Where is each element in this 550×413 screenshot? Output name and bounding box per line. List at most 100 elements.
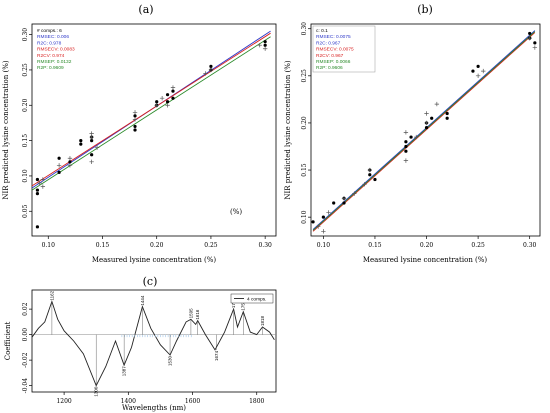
plot-frame-b xyxy=(310,23,541,237)
data-point xyxy=(409,135,413,139)
data-point xyxy=(90,139,94,143)
data-point xyxy=(155,100,159,104)
x-tick-label: 0.30 xyxy=(523,242,537,249)
data-point-plus xyxy=(316,224,321,229)
data-point xyxy=(171,96,175,100)
legend-entry: RMSECV: 0.0083 xyxy=(37,47,75,53)
x-tick-label: 0.25 xyxy=(471,242,485,249)
panel-label-b: (b) xyxy=(417,3,433,16)
data-point xyxy=(57,156,61,160)
data-point-plus xyxy=(257,43,262,48)
data-point-plus xyxy=(481,68,486,74)
data-point xyxy=(35,177,40,182)
peak-label: 1595 xyxy=(188,308,193,319)
y-tick-label: 0.25 xyxy=(301,69,308,83)
data-point-plus xyxy=(67,163,73,168)
data-point-plus xyxy=(154,103,159,108)
data-point xyxy=(471,69,475,73)
y-ticks-c: -0.04 -0.02 0.00 0.02 xyxy=(22,302,32,393)
x-axis-label-c: Wavelengths (nm) xyxy=(122,404,186,412)
x-tick-label: 1600 xyxy=(185,398,200,405)
x-tick-label: 0.30 xyxy=(258,242,272,249)
peak-label: 1530 xyxy=(168,356,173,367)
y-tick-label: 0.02 xyxy=(22,302,29,316)
y-tick-label: 0.15 xyxy=(22,134,29,148)
data-point xyxy=(79,142,83,146)
peak-label: 1758 xyxy=(241,300,246,311)
regression-line xyxy=(31,36,271,191)
x-ticks-c: 1200 1400 1600 1800 xyxy=(56,392,265,405)
legend-entry: R2C: 0.978 xyxy=(37,40,62,46)
y-ticks-a: 0.05 0.10 0.15 0.20 0.25 0.30 xyxy=(22,28,32,218)
y-tick-label: 0.10 xyxy=(301,210,308,224)
x-tick-label: 0.25 xyxy=(204,242,218,249)
data-point-plus xyxy=(262,46,268,51)
data-point xyxy=(445,116,449,120)
y-tick-label: -0.02 xyxy=(22,352,29,368)
legend-entry: c: 0.1 xyxy=(316,28,328,34)
data-point-plus xyxy=(56,163,62,168)
y-tick-label: 0.05 xyxy=(22,204,29,218)
x-tick-label: 1800 xyxy=(249,398,264,405)
data-point-plus xyxy=(367,167,372,173)
panel-label-c: (c) xyxy=(143,275,158,288)
data-point-plus xyxy=(341,196,347,201)
data-point-plus xyxy=(352,191,357,196)
data-point-plus xyxy=(532,45,538,50)
x-ticks-a: 0.10 0.15 0.20 0.25 0.30 xyxy=(42,236,272,249)
x-tick-label: 0.15 xyxy=(368,242,382,249)
y-tick-label: 0.20 xyxy=(301,116,308,130)
panel-b: (b) 0.10 0.15 0.20 0.25 0.30 0.10 0.15 0.20 0.2… xyxy=(284,3,541,264)
data-point-plus xyxy=(89,159,94,164)
legend-box xyxy=(312,25,376,73)
data-point-plus xyxy=(40,177,46,182)
peak-label: 1674 xyxy=(214,350,219,361)
x-tick-label: 0.20 xyxy=(150,242,164,249)
data-point xyxy=(90,153,94,157)
data-point xyxy=(79,139,83,143)
fit-lines-a xyxy=(31,30,271,191)
data-point xyxy=(476,64,480,68)
y-tick-label: 0.00 xyxy=(22,328,29,342)
fit-lines-b xyxy=(312,30,536,232)
legend-entry: R2P: 0.9606 xyxy=(316,65,343,71)
x-tick-label: 0.10 xyxy=(42,242,56,249)
y-tick-label: 0.30 xyxy=(301,22,308,36)
panel-a: (a) 0.10 0.15 0.20 0.25 0.30 0.05 0.10 0.15 0.2… xyxy=(2,3,277,264)
x-tick-label: 0.15 xyxy=(96,242,110,249)
data-point xyxy=(133,128,137,132)
data-point-plus xyxy=(94,145,100,150)
panel-label-a: (a) xyxy=(138,3,153,16)
data-point-plus xyxy=(89,134,94,140)
data-point xyxy=(35,192,40,196)
data-point xyxy=(165,93,170,97)
x-tick-label: 0.10 xyxy=(317,242,331,249)
y-axis-label-a: NIR predicted lysine concentration (%) xyxy=(2,60,10,199)
legend-entry: R2CV: 0.974 xyxy=(37,53,65,59)
data-point xyxy=(311,220,315,224)
legend-box xyxy=(230,293,274,304)
x-tick-label: 0.20 xyxy=(420,242,434,249)
data-point-plus xyxy=(170,85,176,90)
data-points-a xyxy=(35,40,268,229)
legend-entry: RMSEC: 0.006 xyxy=(37,34,69,40)
data-point-plus xyxy=(165,103,170,108)
data-point-plus xyxy=(203,71,208,76)
data-point xyxy=(321,215,325,219)
legend-entry: # comps.: 6 xyxy=(37,28,62,34)
panel-c: (c) 116213001387144415301595161616741728… xyxy=(4,275,277,412)
y-tick-label: 0.30 xyxy=(22,28,29,42)
data-point xyxy=(404,149,408,153)
data-point-plus xyxy=(403,130,409,135)
data-point-plus xyxy=(132,110,138,115)
data-point xyxy=(424,126,429,130)
legend-entry: R2P: 0.9609 xyxy=(37,65,64,71)
data-point xyxy=(263,43,267,47)
peak-label: 1616 xyxy=(195,309,200,320)
legend-entry: RMSEC: 0.0075 xyxy=(316,34,351,40)
y-tick-label: 0.20 xyxy=(22,98,29,112)
data-point xyxy=(533,41,537,45)
data-point xyxy=(68,160,72,164)
data-point-plus xyxy=(424,120,429,126)
